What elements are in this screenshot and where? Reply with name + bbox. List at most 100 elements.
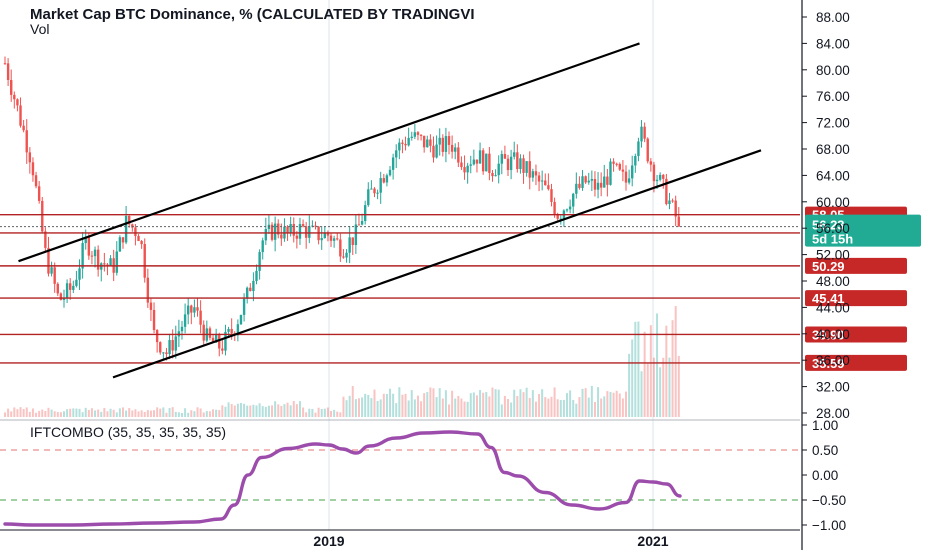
volume-bar (78, 408, 81, 417)
candle-body (227, 328, 230, 332)
volume-bar (482, 392, 485, 417)
candle-body (379, 178, 382, 193)
x-tick-label: 2019 (313, 533, 344, 549)
volume-bar (615, 390, 618, 417)
candle-body (603, 176, 606, 188)
y-tick-label: 68.00 (816, 142, 850, 157)
volume-bar (277, 404, 280, 417)
volume-bar (432, 388, 435, 417)
candle-body (581, 176, 584, 188)
candle-body (509, 156, 513, 171)
candle-body (516, 152, 519, 170)
candle-body (308, 226, 311, 238)
candle-body (572, 193, 575, 207)
candle-body (503, 154, 507, 159)
candle-body (16, 99, 19, 106)
volume-bar (649, 325, 652, 417)
volume-bar (562, 399, 565, 417)
candle-body (537, 175, 541, 182)
volume-bar (677, 356, 680, 417)
candle-body (146, 277, 150, 303)
volume-bar (249, 405, 252, 417)
volume-bar (100, 411, 103, 417)
candle-body (25, 130, 28, 153)
candle-body (81, 243, 84, 269)
volume-bar (519, 389, 522, 417)
volume-bar (13, 407, 16, 417)
volume-bar (451, 390, 454, 417)
volume-bar (370, 398, 373, 417)
candle-body (540, 180, 544, 182)
volume-bar (274, 401, 277, 417)
candle-body (280, 234, 283, 239)
volume-bar (460, 398, 463, 417)
candle-body (329, 235, 333, 241)
volume-bar (382, 393, 385, 417)
candle-body (404, 143, 407, 146)
volume-bar (35, 412, 38, 417)
candle-body (534, 171, 538, 176)
volume-bar (87, 409, 90, 417)
volume-bar (410, 390, 413, 417)
candle-body (115, 251, 118, 273)
volume-bar (112, 409, 115, 417)
volume-bar (171, 407, 174, 417)
candle-body (460, 162, 463, 168)
volume-bar (289, 405, 292, 417)
volume-bar (671, 320, 674, 417)
volume-bar (448, 404, 451, 417)
candle-body (19, 105, 22, 126)
volume-bar (606, 391, 609, 417)
volume-bar (261, 406, 264, 417)
candle-body (134, 227, 137, 237)
candle-body (96, 249, 100, 270)
candle-body (174, 336, 177, 351)
indicator-title: IFTCOMBO (35, 35, 35, 35, 35) (30, 424, 226, 440)
volume-bar (469, 393, 472, 417)
volume-bar (156, 407, 159, 417)
candle-body (609, 161, 612, 185)
candle-body (419, 134, 423, 136)
volume-bar (625, 391, 627, 417)
candle-body (391, 157, 395, 170)
candle-body (137, 236, 140, 242)
volume-bar (479, 390, 482, 417)
candle-body (627, 178, 631, 183)
volume-bar (413, 399, 416, 417)
candle-body (180, 326, 184, 332)
volume-bar (221, 405, 224, 417)
volume-bar (395, 403, 398, 417)
indicator-layer (0, 430, 800, 527)
candle-body (584, 176, 587, 183)
candle-body (326, 232, 330, 236)
volume-bar (466, 401, 469, 417)
candle-body (69, 283, 72, 290)
volume-bar (239, 402, 242, 417)
volume-bar (416, 395, 419, 417)
candle-body (500, 154, 503, 164)
volume-bar (342, 396, 345, 417)
candle-body (258, 252, 261, 271)
candle-body (429, 139, 432, 146)
candle-body (634, 156, 637, 166)
volume-bar (59, 412, 62, 417)
volume-bar (454, 398, 457, 417)
volume-bar (538, 393, 541, 417)
candle-body (336, 238, 339, 240)
volume-bar (190, 410, 193, 417)
volume-bar (404, 393, 407, 417)
volume-bar (662, 357, 665, 417)
volume-bar (143, 411, 146, 417)
channel-lower-line (112, 149, 762, 379)
candle-body (565, 209, 569, 211)
volume-bar (336, 411, 339, 417)
volume-bar (72, 408, 75, 417)
volume-bar (351, 386, 354, 417)
candle-body (665, 178, 668, 205)
candle-body (28, 152, 32, 163)
candle-body (354, 224, 358, 245)
candle-body (72, 285, 75, 290)
candle-body (668, 200, 671, 205)
candle-body (320, 238, 323, 241)
